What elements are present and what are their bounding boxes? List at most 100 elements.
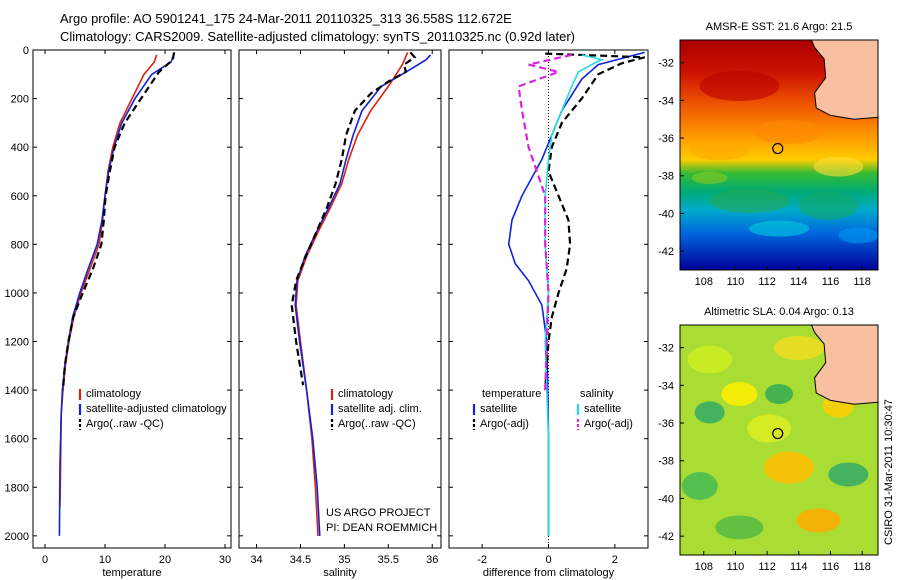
legend-label: climatology <box>86 388 142 400</box>
argo-location-marker <box>772 142 784 155</box>
y-tick-label: 2000 <box>5 531 29 543</box>
x-tick-label: 36 <box>426 554 438 566</box>
series-line-argo--adj- <box>517 53 572 391</box>
profile-panels: 0 10 20 30temperature0200400600800100012001… <box>5 45 649 579</box>
y-tick-label: 1400 <box>5 385 29 397</box>
map-y-tick-label: -40 <box>658 493 674 505</box>
series-group <box>58 52 176 536</box>
map-frame <box>679 324 879 556</box>
sla-patch <box>715 515 764 540</box>
x-tick-label: 30 <box>219 554 231 566</box>
series-line-satellite-adjusted-climatology <box>58 52 176 536</box>
series-line-argo--adj- <box>544 52 645 391</box>
x-tick-label: 20 <box>159 554 171 566</box>
sla-patch <box>721 382 758 406</box>
x-tick-label: 35 <box>338 554 350 566</box>
y-tick-label: 200 <box>11 94 29 106</box>
map-frame <box>679 39 879 271</box>
header-line2: Climatology: CARS2009. Satellite-adjuste… <box>60 29 575 44</box>
map-y-tick-label: -34 <box>658 95 674 107</box>
map-y-tick-label: -38 <box>658 456 674 468</box>
sla-patch <box>687 345 732 374</box>
legend-label: climatology <box>338 388 394 400</box>
x-axis-label: salinity <box>323 567 357 579</box>
map-y-tick-label: -32 <box>658 343 674 355</box>
map-x-tick-label: 110 <box>727 276 745 288</box>
panel-temperature-profile: 0 10 20 30 temperature 0 200 400 600 800 1000 1200 1… <box>5 45 232 579</box>
x-tick-label: 10 <box>99 554 111 566</box>
panel-salinity-profile: 34 34.5 35 35.5 36 salinity climatology satelli… <box>238 49 442 579</box>
x-tick-label: 0 <box>545 554 551 566</box>
series-group <box>507 51 645 536</box>
legend-label: satellite <box>584 403 621 415</box>
sla-patch <box>763 451 814 484</box>
map-y-tick-label: -34 <box>658 380 674 392</box>
y-tick-label: 1800 <box>5 482 29 494</box>
legend-header: salinity <box>580 388 614 400</box>
map-y-tick-label: -36 <box>658 133 674 145</box>
header-line1: Argo profile: AO 5901241_175 24-Mar-2011… <box>60 11 512 26</box>
y-tick-label: 800 <box>11 239 29 251</box>
y-tick-label: 400 <box>11 142 29 154</box>
sst-patch <box>798 191 859 220</box>
x-tick-label: 34 <box>250 554 262 566</box>
map-x-tick-label: 116 <box>822 561 840 573</box>
legend-label: Argo(..raw -QC) <box>86 418 164 430</box>
sla-patch <box>747 414 792 443</box>
y-tick-label: 0 <box>23 45 29 57</box>
map-field <box>680 40 878 270</box>
map-title: Altimetric SLA: 0.04 Argo: 0.13 <box>704 306 854 318</box>
legend-label: Argo(-adj) <box>480 418 529 430</box>
panel-sst-map: AMSR-E SST: 21.6 Argo: 21.5 108 110 112 114 1… <box>658 21 879 288</box>
sst-patch <box>838 227 878 244</box>
map-y-tick-label: -32 <box>658 58 674 70</box>
x-tick-label: 0 <box>42 554 48 566</box>
sla-patch <box>773 336 824 360</box>
map-x-tick-label: 118 <box>853 276 871 288</box>
map-x-tick-label: 110 <box>727 561 745 573</box>
sla-patch <box>828 462 869 487</box>
y-tick-label: 1600 <box>5 434 29 446</box>
x-axis-label: difference from climatology <box>483 567 615 579</box>
series-line-argo---raw--qc- <box>61 52 176 391</box>
x-axis-label: temperature <box>102 567 161 579</box>
map-x-tick-label: 108 <box>695 276 713 288</box>
sst-patch <box>699 71 780 101</box>
map-field <box>680 325 878 555</box>
series-group <box>290 51 432 536</box>
sst-patch <box>749 220 809 237</box>
map-x-tick-label: 118 <box>853 561 871 573</box>
legend-label: Argo(-adj) <box>584 418 633 430</box>
sla-patch <box>681 472 718 500</box>
land-mass <box>810 325 878 405</box>
map-x-tick-label: 112 <box>758 561 776 573</box>
x-tick-label: 35.5 <box>378 554 399 566</box>
argo-location-marker <box>772 427 784 440</box>
map-panels: AMSR-E SST: 21.6 Argo: 21.5 108 110 112 114 1… <box>658 21 879 573</box>
y-tick-label: 1000 <box>5 288 29 300</box>
map-y-tick-label: -38 <box>658 171 674 183</box>
map-y-tick-label: -36 <box>658 418 674 430</box>
x-tick-label: 2 <box>612 554 618 566</box>
sla-patch <box>765 384 793 404</box>
y-tick-label: 600 <box>11 191 29 203</box>
map-x-tick-label: 116 <box>822 276 840 288</box>
map-y-tick-label: -40 <box>658 208 674 220</box>
sst-patch <box>691 172 728 184</box>
panel-sla-map: Altimetric SLA: 0.04 Argo: 0.13 108 110 112… <box>658 306 879 573</box>
sla-patch <box>796 508 841 533</box>
legend-label: satellite adj. clim. <box>338 403 422 415</box>
map-x-tick-label: 114 <box>790 276 808 288</box>
y-tick-label: 1200 <box>5 337 29 349</box>
sla-patch <box>694 401 725 424</box>
sst-patch <box>753 120 824 144</box>
axes-box <box>32 49 232 549</box>
map-title: AMSR-E SST: 21.6 Argo: 21.5 <box>706 21 853 33</box>
sst-patch <box>709 189 790 213</box>
map-x-tick-label: 108 <box>695 561 713 573</box>
project-credit: US ARGO PROJECT <box>326 507 431 519</box>
map-y-tick-label: -42 <box>658 246 674 258</box>
pi-credit: PI: DEAN ROEMMICH <box>326 522 437 534</box>
